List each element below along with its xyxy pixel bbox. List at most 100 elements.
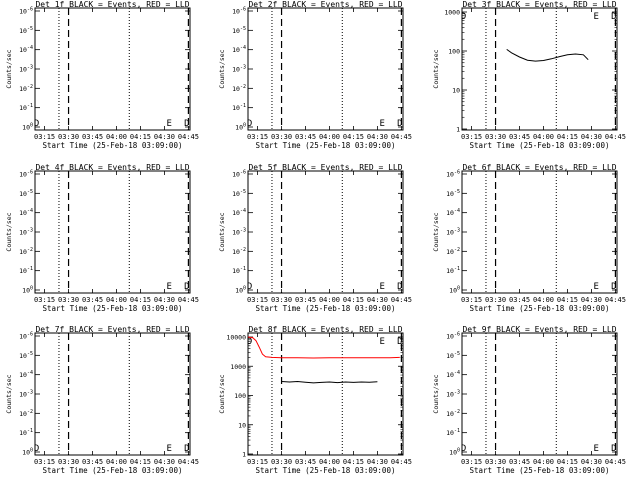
annotation-E: E [167,119,172,129]
x-tick-label: 04:15 [130,133,151,141]
x-tick-label: 04:30 [367,458,388,466]
y-tick-label: 10-3 [446,390,460,399]
x-tick-label: 03:15 [247,458,268,466]
x-tick-label: 03:30 [485,133,506,141]
panel-2: Det 2f BLACK = Events, RED = LLD Counts/s… [218,0,412,150]
y-axis-label: Counts/sec [5,212,13,251]
panel-4: Det 4f BLACK = Events, RED = LLD Counts/s… [5,163,199,313]
x-tick-label: 04:00 [106,458,127,466]
y-tick-label: 10-4 [232,208,246,217]
panel-title: Det 2f BLACK = Events, RED = LLD [248,0,402,9]
panel-title: Det 9f BLACK = Events, RED = LLD [462,325,616,334]
plot-frame [247,332,404,456]
y-axis-label: Counts/sec [432,49,440,88]
y-tick-label: 10-3 [19,65,33,74]
x-tick-label: 03:45 [509,296,530,304]
x-tick-label: 03:15 [461,133,482,141]
x-tick-label: 03:30 [58,296,79,304]
x-tick-label: 03:30 [485,458,506,466]
annotation-D: D [247,282,252,292]
panel-7: Det 7f BLACK = Events, RED = LLD Counts/s… [5,325,199,475]
x-tick-label: 03:30 [271,133,292,141]
y-tick-label: 10-1 [19,266,33,275]
x-tick-label: 04:45 [391,296,412,304]
annotation-D: D [184,282,189,292]
y-tick-label: 10-6 [19,170,33,179]
panel-title: Det 7f BLACK = Events, RED = LLD [35,325,189,334]
y-tick-label: 10-5 [446,189,460,198]
x-tick-label: 04:15 [343,133,364,141]
x-tick-label: 04:00 [533,458,554,466]
series-line-events [506,48,589,62]
x-tick-label: 03:45 [509,458,530,466]
y-tick-label: 10-3 [232,65,246,74]
x-tick-label: 04:45 [605,458,626,466]
x-tick-label: 04:00 [106,296,127,304]
y-axis-label: Counts/sec [218,374,226,413]
x-tick-label: 04:30 [154,458,175,466]
x-tick-label: 04:45 [605,133,626,141]
x-tick-label: 03:15 [461,458,482,466]
x-tick-label: 03:30 [485,296,506,304]
y-tick-label: 10-6 [446,332,460,341]
y-tick-label: 10-6 [232,170,246,179]
panel-title: Det 3f BLACK = Events, RED = LLD [462,0,616,9]
x-tick-label: 04:00 [106,133,127,141]
y-tick-label: 10-6 [19,332,33,341]
annotation-E: E [380,119,385,129]
y-tick-label: 1 [456,126,460,134]
x-tick-label: 04:30 [154,133,175,141]
panel-title: Det 5f BLACK = Events, RED = LLD [248,163,402,172]
annotation-D: D [611,282,616,292]
x-axis-label: Start Time (25-Feb-18 03:09:00) [43,141,183,150]
y-tick-label: 10-4 [446,370,460,379]
y-tick-label: 10-5 [232,26,246,35]
y-tick-label: 10-4 [446,208,460,217]
y-tick-label: 10-1 [232,266,246,275]
annotation-E: E [594,12,599,22]
y-tick-label: 1000 [230,363,246,371]
x-tick-label: 03:15 [247,133,268,141]
x-tick-label: 04:00 [319,296,340,304]
y-tick-label: 100 [449,448,460,457]
y-axis-label: Counts/sec [5,374,13,413]
annotation-D: D [397,282,402,292]
y-tick-label: 10-3 [446,228,460,237]
y-tick-label: 10 [452,87,460,95]
y-tick-label: 10-6 [232,7,246,16]
x-tick-label: 03:30 [271,458,292,466]
panel-3: Det 3f BLACK = Events, RED = LLD Counts/s… [432,0,626,150]
x-tick-label: 03:30 [58,133,79,141]
y-axis-label: Counts/sec [432,212,440,251]
y-tick-label: 100 [448,48,460,56]
x-tick-label: 04:30 [154,296,175,304]
y-tick-label: 100 [22,123,33,132]
x-tick-label: 04:45 [178,458,199,466]
x-axis-label: Start Time (25-Feb-18 03:09:00) [43,466,183,475]
y-axis-label: Counts/sec [5,49,13,88]
y-tick-label: 10-5 [19,351,33,360]
y-axis-label: Counts/sec [432,374,440,413]
x-tick-label: 04:15 [557,296,578,304]
annotation-E: E [380,337,385,347]
y-tick-label: 100 [22,286,33,295]
series-line-events [281,380,378,384]
x-tick-label: 04:00 [319,133,340,141]
annotation-D: D [461,12,466,22]
annotation-D: D [34,444,39,454]
y-tick-label: 10-3 [232,228,246,237]
x-axis-label: Start Time (25-Feb-18 03:09:00) [470,141,610,150]
y-tick-label: 10-2 [232,247,246,256]
y-tick-label: 10-4 [19,370,33,379]
annotation-E: E [380,282,385,292]
y-tick-label: 100 [234,392,246,400]
x-tick-label: 04:30 [581,458,602,466]
x-tick-label: 03:15 [34,458,55,466]
y-tick-label: 10-1 [19,103,33,112]
x-tick-label: 04:45 [178,296,199,304]
y-tick-label: 10-2 [19,409,33,418]
x-tick-label: 03:45 [82,458,103,466]
y-tick-label: 10000 [226,334,246,342]
annotation-D: D [611,12,616,22]
